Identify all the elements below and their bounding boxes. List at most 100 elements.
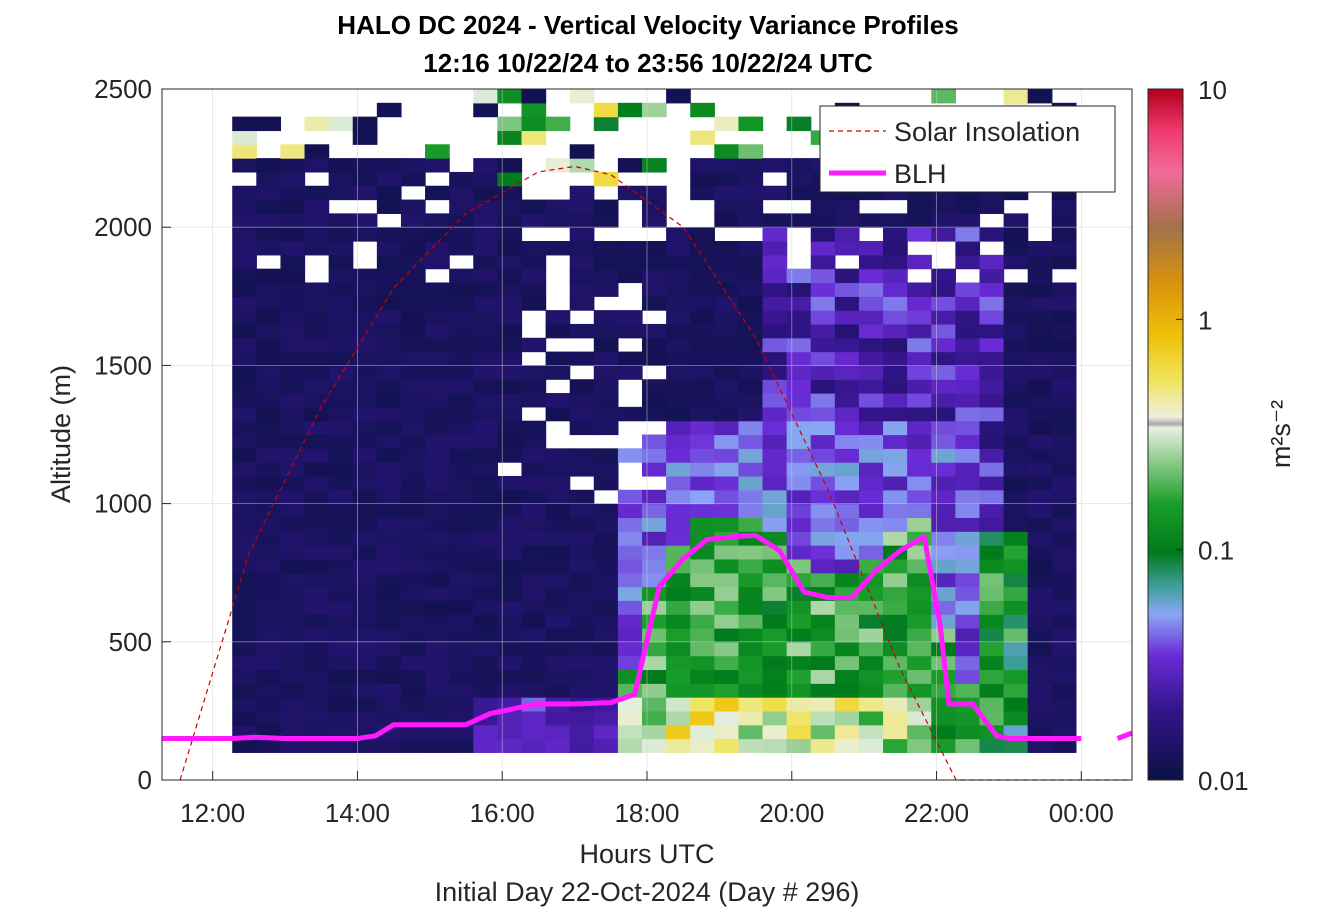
- heatmap-cell: [376, 268, 402, 284]
- heatmap-cell: [786, 614, 812, 629]
- heatmap-cell: [400, 282, 426, 297]
- heatmap-cell: [376, 185, 402, 201]
- heatmap-cell: [642, 710, 667, 726]
- heatmap-cell: [955, 586, 981, 601]
- heatmap-cell: [858, 462, 884, 477]
- heatmap-cell: [786, 503, 812, 519]
- heatmap-cell: [521, 241, 547, 256]
- heatmap-cell: [714, 144, 740, 159]
- heatmap-cell: [304, 420, 330, 436]
- heatmap-cell: [449, 268, 474, 284]
- heatmap-cell: [907, 351, 932, 366]
- heatmap-cell: [907, 448, 932, 463]
- heatmap-cell: [449, 323, 474, 339]
- heatmap-cell: [642, 323, 667, 339]
- heatmap-cell: [858, 337, 884, 353]
- heatmap-cell: [907, 655, 932, 671]
- heatmap-cell: [883, 655, 908, 671]
- heatmap-cell: [473, 683, 498, 698]
- heatmap-cell: [1051, 296, 1077, 311]
- heatmap-cell: [834, 227, 860, 242]
- heatmap-cell: [666, 572, 691, 588]
- heatmap-cell: [256, 434, 282, 449]
- x-tick-label: 12:00: [180, 798, 245, 828]
- heatmap-cell: [1003, 655, 1029, 671]
- heatmap-cell: [280, 710, 306, 726]
- heatmap-cell: [1003, 254, 1029, 270]
- heatmap-cell: [1003, 213, 1029, 228]
- heatmap-cell: [883, 241, 908, 256]
- heatmap-cell: [425, 655, 450, 671]
- heatmap-cell: [425, 158, 450, 173]
- heatmap-cell: [617, 102, 643, 118]
- heatmap-cell: [1051, 213, 1077, 228]
- heatmap-cell: [883, 503, 908, 519]
- heatmap-cell: [376, 199, 402, 214]
- heatmap-cell: [617, 158, 643, 173]
- heatmap-cell: [1003, 545, 1029, 560]
- heatmap-cell: [907, 420, 932, 436]
- heatmap-cell: [617, 365, 643, 380]
- heatmap-cell: [810, 434, 836, 449]
- heatmap-cell: [714, 614, 740, 629]
- heatmap-cell: [883, 738, 908, 753]
- heatmap-cell: [328, 393, 354, 408]
- heatmap-cell: [569, 185, 595, 201]
- heatmap-cell: [376, 420, 402, 436]
- heatmap-cell: [304, 489, 330, 505]
- heatmap-cell: [497, 420, 523, 436]
- heatmap-cell: [280, 171, 306, 187]
- heatmap-cell: [425, 296, 450, 311]
- heatmap-cell: [786, 158, 812, 173]
- heatmap-cell: [473, 738, 498, 753]
- heatmap-cell: [545, 489, 571, 505]
- heatmap-cell: [569, 627, 595, 643]
- heatmap-cell: [738, 655, 764, 671]
- heatmap-cell: [280, 600, 306, 615]
- heatmap-cell: [979, 517, 1005, 532]
- heatmap-cell: [497, 517, 523, 532]
- heatmap-cell: [232, 531, 257, 546]
- heatmap-cell: [883, 213, 908, 228]
- heatmap-cell: [473, 655, 498, 671]
- heatmap-cell: [955, 227, 981, 242]
- heatmap-cell: [690, 572, 715, 588]
- heatmap-cell: [352, 586, 378, 601]
- heatmap-cell: [328, 406, 354, 422]
- heatmap-cell: [666, 351, 691, 366]
- heatmap-cell: [1003, 738, 1029, 753]
- heatmap-cell: [931, 489, 956, 505]
- heatmap-cell: [473, 89, 498, 104]
- heatmap-cell: [497, 351, 523, 366]
- heatmap-cell: [352, 683, 378, 698]
- heatmap-cell: [642, 102, 667, 118]
- heatmap-cell: [545, 310, 571, 325]
- heatmap-cell: [232, 641, 257, 657]
- heatmap-cell: [714, 558, 740, 574]
- heatmap-cell: [955, 503, 981, 519]
- heatmap-cell: [304, 503, 330, 519]
- heatmap-cell: [352, 379, 378, 394]
- heatmap-cell: [400, 351, 426, 366]
- heatmap-cell: [473, 600, 498, 615]
- heatmap-cell: [834, 655, 860, 671]
- heatmap-cell: [738, 572, 764, 588]
- heatmap-cell: [955, 379, 981, 394]
- heatmap-cell: [1003, 683, 1029, 698]
- heatmap-cell: [762, 434, 788, 449]
- heatmap-cell: [256, 697, 282, 712]
- heatmap-cell: [883, 586, 908, 601]
- heatmap-cell: [521, 102, 547, 118]
- heatmap-cell: [1027, 627, 1053, 643]
- heatmap-cell: [1051, 738, 1077, 753]
- heatmap-cell: [955, 669, 981, 684]
- heatmap-cell: [280, 475, 306, 491]
- blh-line: [162, 532, 1082, 741]
- heatmap-cell: [256, 558, 282, 574]
- heatmap-cell: [328, 351, 354, 366]
- heatmap-cell: [738, 627, 764, 643]
- heatmap-cell: [593, 545, 619, 560]
- heatmap-cell: [376, 351, 402, 366]
- heatmap-cell: [304, 710, 330, 726]
- heatmap-cell: [617, 600, 643, 615]
